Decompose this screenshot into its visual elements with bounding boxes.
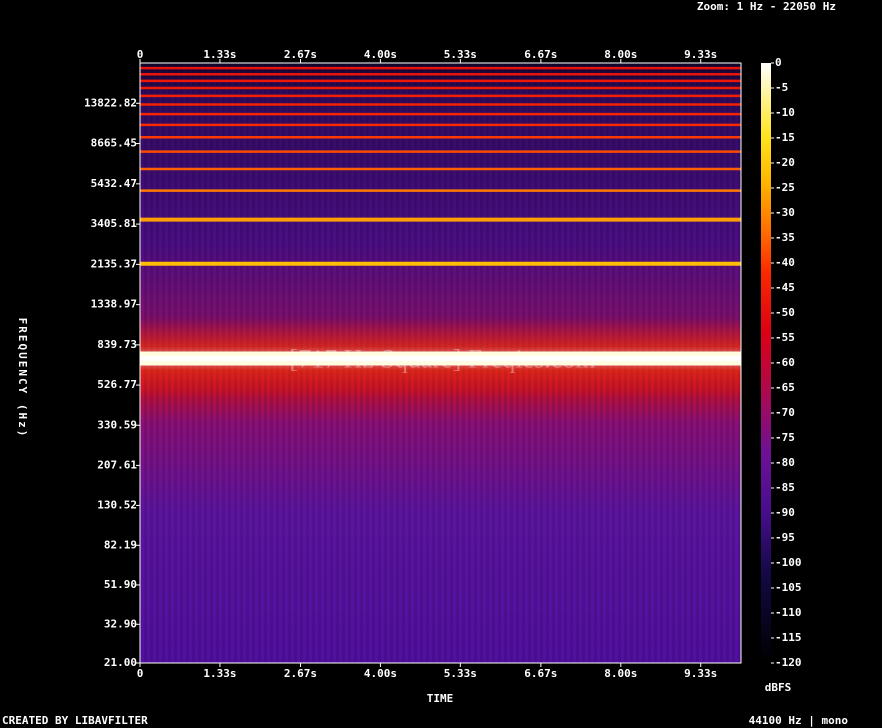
x-tick-label: 0 xyxy=(137,48,144,61)
colorbar xyxy=(761,63,771,663)
y-tick-label: 3405.81 xyxy=(91,217,138,230)
colorbar-tick-label: -30 xyxy=(775,206,795,219)
watermark: [717 Hz Square] Freqies.com xyxy=(289,344,595,373)
colorbar-tick-label: -120 xyxy=(775,656,802,669)
x-tick-label: 5.33s xyxy=(444,48,477,61)
y-axis-title: FREQUENCY (Hz) xyxy=(16,318,29,439)
colorbar-tick-label: -55 xyxy=(775,331,795,344)
x-tick-label: 4.00s xyxy=(364,667,397,680)
footer-left: CREATED BY LIBAVFILTER xyxy=(2,714,148,727)
colorbar-tick-label: -110 xyxy=(775,606,802,619)
zoom-label: Zoom: 1 Hz - 22050 Hz xyxy=(697,0,836,13)
y-tick-label: 32.90 xyxy=(104,617,137,630)
colorbar-tick-label: -25 xyxy=(775,181,795,194)
y-tick-label: 8665.45 xyxy=(91,137,137,150)
x-tick-label: 1.33s xyxy=(203,667,236,680)
colorbar-tick-label: -5 xyxy=(775,81,788,94)
x-tick-label: 1.33s xyxy=(203,48,236,61)
x-tick-label: 2.67s xyxy=(284,48,317,61)
y-tick-label: 839.73 xyxy=(97,338,137,351)
colorbar-tick-label: -40 xyxy=(775,256,795,269)
plot-area xyxy=(140,63,741,663)
x-tick-label: 8.00s xyxy=(604,667,637,680)
colorbar-tick-label: -115 xyxy=(775,631,802,644)
x-tick-label: 8.00s xyxy=(604,48,637,61)
y-tick-label: 82.19 xyxy=(104,538,137,551)
colorbar-tick-label: -60 xyxy=(775,356,795,369)
colorbar-tick-label: -90 xyxy=(775,506,795,519)
plot-border xyxy=(139,62,742,664)
footer-right: 44100 Hz | mono xyxy=(749,714,849,727)
x-tick-label: 4.00s xyxy=(364,48,397,61)
x-tick-label: 9.33s xyxy=(684,667,717,680)
y-tick-label: 330.59 xyxy=(97,418,137,431)
y-tick-label: 207.61 xyxy=(97,458,137,471)
colorbar-tick-label: -105 xyxy=(775,581,802,594)
y-tick-label: 2135.37 xyxy=(91,257,137,270)
colorbar-tick-label: -10 xyxy=(775,106,795,119)
colorbar-tick-label: -65 xyxy=(775,381,795,394)
colorbar-tick-label: -20 xyxy=(775,156,795,169)
colorbar-tick-label: -75 xyxy=(775,431,795,444)
colorbar-tick-label: -45 xyxy=(775,281,795,294)
y-tick-label: 130.52 xyxy=(97,498,137,511)
colorbar-tick-label: -70 xyxy=(775,406,795,419)
x-tick-label: 2.67s xyxy=(284,667,317,680)
colorbar-title: dBFS xyxy=(765,681,792,694)
y-tick-label: 1338.97 xyxy=(91,298,137,311)
y-tick-label: 526.77 xyxy=(97,378,137,391)
x-axis-title: TIME xyxy=(427,692,454,705)
colorbar-tick-label: -15 xyxy=(775,131,795,144)
y-tick-label: 13822.82 xyxy=(84,96,137,109)
colorbar-tick-label: -100 xyxy=(775,556,802,569)
colorbar-tick-label: -35 xyxy=(775,231,795,244)
colorbar-tick-label: 0 xyxy=(775,56,782,69)
x-tick-label: 5.33s xyxy=(444,667,477,680)
x-tick-label: 6.67s xyxy=(524,48,557,61)
colorbar-tick-label: -95 xyxy=(775,531,795,544)
colorbar-tick-label: -50 xyxy=(775,306,795,319)
y-tick-label: 5432.47 xyxy=(91,177,137,190)
x-tick-label: 0 xyxy=(137,667,144,680)
y-tick-label: 21.00 xyxy=(104,656,137,669)
y-tick-label: 51.90 xyxy=(104,578,137,591)
colorbar-tick-label: -80 xyxy=(775,456,795,469)
x-tick-label: 9.33s xyxy=(684,48,717,61)
colorbar-tick-label: -85 xyxy=(775,481,795,494)
x-tick-label: 6.67s xyxy=(524,667,557,680)
